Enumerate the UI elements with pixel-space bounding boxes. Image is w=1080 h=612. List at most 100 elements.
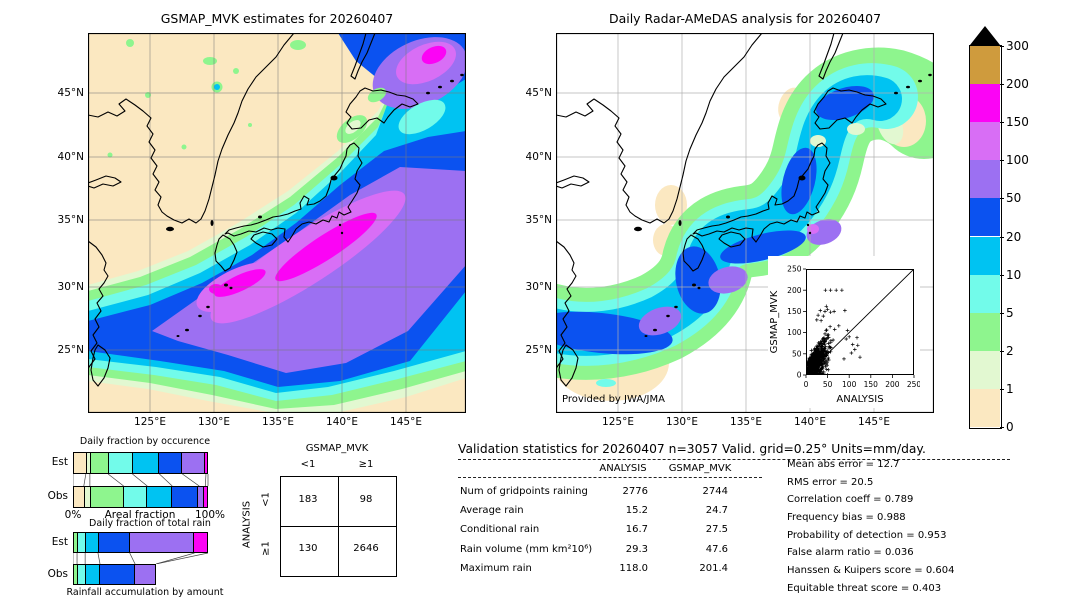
- colorbar-label: 300: [1006, 39, 1029, 53]
- validation-row: Rain volume (mm km²10⁶) 29.3 47.6: [458, 544, 748, 563]
- svg-text:100: 100: [787, 328, 802, 337]
- segment-c0: [74, 453, 87, 473]
- provided-by-annotation: Provided by JWA/JMA: [562, 394, 665, 405]
- y-tick-label: 40°N: [57, 151, 84, 163]
- contingency-col-label-lt1: <1: [300, 459, 316, 470]
- segment-c1: [84, 487, 91, 507]
- colorbar-label: 5: [1006, 305, 1014, 320]
- y-tick-label: 30°N: [57, 281, 84, 293]
- contingency-col-title: GSMAP_MVK: [305, 443, 369, 454]
- validation-analysis-value: 15.2: [625, 505, 648, 517]
- occurrence-chart-title: Daily fraction by occurence: [79, 436, 211, 447]
- x-tick-label: 130°E: [198, 416, 230, 428]
- validation-analysis-value: 29.3: [625, 543, 648, 555]
- contingency-row-label-ge1: ≥1: [260, 541, 272, 556]
- scatter-inset: 0 0 50 50 100 100 150 150 200 200 250 250 ANALYSIS GS…: [768, 256, 921, 408]
- segment-c8: [204, 487, 207, 507]
- svg-text:50: 50: [823, 380, 833, 389]
- colorbar-swatch-c7: [970, 122, 1000, 161]
- validation-dash-top: [458, 459, 1010, 460]
- svg-text:250: 250: [907, 380, 920, 389]
- occurrence-obs-bar: [73, 486, 208, 508]
- validation-gsmap-value: 201.4: [699, 562, 728, 574]
- contingency-grid-hline: [281, 526, 396, 527]
- score-line: Mean abs error = 12.7: [787, 459, 900, 470]
- x-tick-label: 140°E: [794, 416, 826, 428]
- colorbar-label: 0: [1006, 420, 1014, 434]
- validation-gsmap-value: 24.7: [705, 505, 728, 517]
- svg-text:50: 50: [792, 349, 802, 358]
- x-tick-label: 135°E: [262, 416, 294, 428]
- colorbar-label: 20: [1006, 229, 1022, 244]
- occurrence-est-bar: [73, 452, 208, 474]
- colorbar-tick: [1000, 350, 1004, 352]
- y-tick-label: 35°N: [525, 214, 552, 226]
- x-tick-label: 135°E: [730, 416, 762, 428]
- colorbar-tick: [1000, 84, 1004, 86]
- validation-gsmap-value: 27.5: [705, 524, 728, 536]
- colorbar-label: 50: [1006, 191, 1022, 206]
- validation-rows: Num of gridpoints raining 2776 2744 Average…: [458, 486, 748, 582]
- segment-c5: [100, 565, 135, 584]
- validation-row-label: Average rain: [460, 505, 524, 517]
- validation-dash-header: [458, 477, 762, 478]
- colorbar-label: 10: [1006, 267, 1022, 282]
- colorbar-label: 2: [1006, 343, 1014, 358]
- contingency-hit-dry: 183: [298, 494, 318, 505]
- y-tick-label: 25°N: [525, 344, 552, 356]
- y-tick-label: 30°N: [525, 281, 552, 293]
- score-line: False alarm ratio = 0.036: [787, 547, 914, 559]
- colorbar-swatch-c9: [970, 46, 1000, 85]
- svg-text:0: 0: [797, 371, 802, 380]
- segment-c2: [74, 565, 78, 584]
- colorbar-tick: [1000, 274, 1004, 276]
- contingency-row-label-lt1: <1: [260, 492, 272, 507]
- validation-row: Num of gridpoints raining 2776 2744: [458, 486, 748, 505]
- colorbar-tick: [1000, 122, 1004, 124]
- segment-c3: [77, 533, 86, 552]
- validation-row-label: Rain volume (mm km²10⁶): [460, 543, 593, 555]
- colorbar-swatch-c4: [970, 236, 1000, 275]
- validation-row: Average rain 15.2 24.7: [458, 505, 748, 524]
- segment-c4: [147, 487, 172, 507]
- segment-c5: [171, 487, 199, 507]
- x-tick-label: 130°E: [666, 416, 698, 428]
- segment-c0: [74, 487, 85, 507]
- validation-col-analysis: ANALYSIS: [599, 463, 647, 474]
- totalrain-est-label: Est: [51, 536, 68, 548]
- left-map-title: GSMAP_MVK estimates for 20260407: [160, 11, 394, 26]
- validation-col-gsmap: GSMAP_MVK: [668, 463, 732, 474]
- segment-c6: [181, 453, 205, 473]
- y-tick-label: 45°N: [525, 87, 552, 99]
- segment-c4: [132, 453, 160, 473]
- colorbar-label: 100: [1006, 153, 1029, 168]
- score-line: Frequency bias = 0.988: [787, 512, 906, 524]
- colorbar-swatch-c3: [970, 274, 1000, 313]
- score-line: Equitable threat score = 0.403: [787, 582, 942, 594]
- segment-c3: [108, 453, 133, 473]
- segment-c3: [77, 565, 86, 584]
- colorbar-label: 200: [1006, 77, 1029, 92]
- segment-c6: [129, 533, 194, 552]
- score-line: Correlation coeff = 0.789: [787, 494, 914, 506]
- colorbar-swatch-c8: [970, 84, 1000, 123]
- totalrain-chart-title: Daily fraction of total rain: [89, 518, 211, 529]
- segment-c2: [90, 453, 109, 473]
- occurrence-x-min: 0%: [64, 509, 82, 521]
- contingency-miss: 130: [298, 543, 318, 554]
- scatter-xlabel: ANALYSIS: [836, 394, 883, 405]
- svg-text:0: 0: [804, 380, 809, 389]
- colorbar-swatch-c0: [970, 388, 1000, 427]
- precipitation-contours: [88, 33, 468, 413]
- score-line: Hanssen & Kuipers score = 0.604: [787, 565, 955, 577]
- segment-c6: [198, 487, 205, 507]
- colorbar-tick: [1000, 312, 1004, 314]
- colorbar-swatch-c5: [970, 198, 1000, 237]
- totalrain-footer: Rainfall accumulation by amount: [66, 587, 224, 598]
- colorbar-tick: [1000, 427, 1004, 428]
- segment-c3: [123, 487, 148, 507]
- validation-row-label: Conditional rain: [460, 524, 540, 536]
- gsmap-map-canvas: [87, 32, 468, 414]
- segment-c4: [85, 533, 99, 552]
- score-line: RMS error = 20.5: [787, 476, 874, 488]
